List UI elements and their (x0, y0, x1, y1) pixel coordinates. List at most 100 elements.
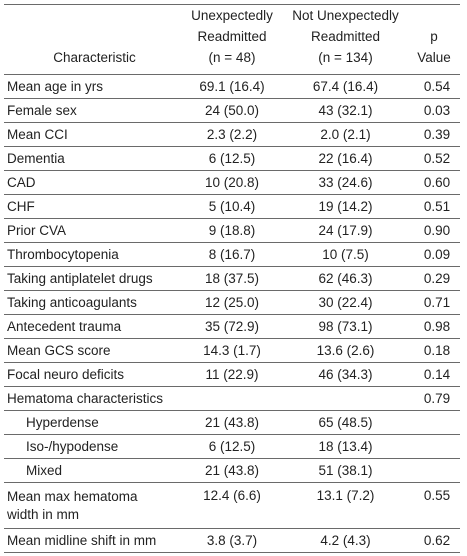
row-unexpectedly-readmitted-value: 8 (16.7) (181, 242, 283, 267)
row-not-unexpectedly-readmitted-value: 10 (7.5) (283, 242, 408, 267)
row-unexpectedly-readmitted-value: 6 (12.5) (181, 146, 283, 171)
table-row: CHF 5 (10.4) 19 (14.2) 0.51 (4, 194, 460, 219)
row-not-unexpectedly-readmitted-value: 18 (13.4) (283, 434, 408, 459)
header-line: Readmitted (197, 29, 267, 44)
row-not-unexpectedly-readmitted-value: 4.2 (4.3) (283, 528, 408, 553)
row-p-value: 0.03 (408, 98, 460, 123)
table-row: Iso-/hypodense 6 (12.5) 18 (13.4) (4, 434, 460, 459)
row-unexpectedly-readmitted-value: 12.4 (6.6) (181, 482, 283, 529)
row-characteristic: Mean max hematoma width in mm (4, 482, 181, 529)
header-unexpectedly-readmitted: Unexpectedly Readmitted (n = 48) (181, 4, 283, 75)
row-not-unexpectedly-readmitted-value (283, 386, 408, 411)
row-p-value: 0.98 (408, 314, 460, 339)
row-not-unexpectedly-readmitted-value: 22 (16.4) (283, 146, 408, 171)
header-line: Value (417, 50, 451, 65)
table-body: Mean age in yrs 69.1 (16.4) 67.4 (16.4) 0.5… (4, 74, 460, 553)
row-characteristic: Hyperdense (4, 410, 181, 435)
row-characteristic: Thrombocytopenia (4, 242, 181, 267)
row-not-unexpectedly-readmitted-value: 98 (73.1) (283, 314, 408, 339)
table-row: Mixed 21 (43.8) 51 (38.1) (4, 458, 460, 483)
row-not-unexpectedly-readmitted-value: 2.0 (2.1) (283, 122, 408, 147)
row-characteristic: Mixed (4, 458, 181, 483)
row-characteristic: Mean midline shift in mm (4, 528, 181, 553)
table-row: Taking anticoagulants 12 (25.0) 30 (22.4) 0… (4, 290, 460, 315)
row-unexpectedly-readmitted-value: 35 (72.9) (181, 314, 283, 339)
table-row: Dementia 6 (12.5) 22 (16.4) 0.52 (4, 146, 460, 171)
row-unexpectedly-readmitted-value (181, 386, 283, 411)
row-unexpectedly-readmitted-value: 69.1 (16.4) (181, 74, 283, 99)
data-table: Characteristic Unexpectedly Readmitted (… (4, 4, 460, 553)
row-not-unexpectedly-readmitted-value: 65 (48.5) (283, 410, 408, 435)
row-characteristic: Hematoma characteristics (4, 386, 181, 411)
row-p-value: 0.55 (408, 482, 460, 529)
row-unexpectedly-readmitted-value: 5 (10.4) (181, 194, 283, 219)
table-row: Prior CVA 9 (18.8) 24 (17.9) 0.90 (4, 218, 460, 243)
row-characteristic: Prior CVA (4, 218, 181, 243)
row-unexpectedly-readmitted-value: 9 (18.8) (181, 218, 283, 243)
row-unexpectedly-readmitted-value: 10 (20.8) (181, 170, 283, 195)
row-characteristic-line: Mean max hematoma (7, 489, 138, 504)
row-not-unexpectedly-readmitted-value: 13.6 (2.6) (283, 338, 408, 363)
row-characteristic: Taking anticoagulants (4, 290, 181, 315)
table-row: Female sex 24 (50.0) 43 (32.1) 0.03 (4, 98, 460, 123)
row-p-value: 0.29 (408, 266, 460, 291)
header-row: Characteristic Unexpectedly Readmitted (… (4, 4, 460, 75)
table-row: Thrombocytopenia 8 (16.7) 10 (7.5) 0.09 (4, 242, 460, 267)
row-p-value: 0.90 (408, 218, 460, 243)
row-characteristic: Antecedent trauma (4, 314, 181, 339)
table-row: Mean age in yrs 69.1 (16.4) 67.4 (16.4) 0.5… (4, 74, 460, 99)
row-not-unexpectedly-readmitted-value: 43 (32.1) (283, 98, 408, 123)
row-characteristic: Mean age in yrs (4, 74, 181, 99)
row-characteristic: Mean CCI (4, 122, 181, 147)
row-unexpectedly-readmitted-value: 2.3 (2.2) (181, 122, 283, 147)
row-not-unexpectedly-readmitted-value: 19 (14.2) (283, 194, 408, 219)
header-line: Unexpectedly (191, 8, 273, 23)
row-unexpectedly-readmitted-value: 21 (43.8) (181, 410, 283, 435)
row-unexpectedly-readmitted-value: 14.3 (1.7) (181, 338, 283, 363)
row-not-unexpectedly-readmitted-value: 33 (24.6) (283, 170, 408, 195)
header-p-value: p Value (408, 4, 460, 75)
table-row: Mean max hematoma width in mm 12.4 (6.6) 13… (4, 482, 460, 529)
table-row: Mean CCI 2.3 (2.2) 2.0 (2.1) 0.39 (4, 122, 460, 147)
row-characteristic: Mean GCS score (4, 338, 181, 363)
row-p-value: 0.60 (408, 170, 460, 195)
row-p-value: 0.14 (408, 362, 460, 387)
table-row: Focal neuro deficits 11 (22.9) 46 (34.3) 0.… (4, 362, 460, 387)
row-p-value: 0.09 (408, 242, 460, 267)
row-p-value: 0.71 (408, 290, 460, 315)
row-p-value (408, 410, 460, 435)
table-row: Hematoma characteristics 0.79 (4, 386, 460, 411)
row-unexpectedly-readmitted-value: 18 (37.5) (181, 266, 283, 291)
row-p-value: 0.62 (408, 528, 460, 553)
row-not-unexpectedly-readmitted-value: 13.1 (7.2) (283, 482, 408, 529)
header-line: p (430, 29, 438, 44)
table-header: Characteristic Unexpectedly Readmitted (… (4, 4, 460, 75)
header-line: (n = 48) (208, 50, 256, 65)
table-row: Taking antiplatelet drugs 18 (37.5) 62 (46… (4, 266, 460, 291)
row-characteristic: Dementia (4, 146, 181, 171)
readmission-characteristics-table: Characteristic Unexpectedly Readmitted (… (4, 4, 460, 553)
table-row: Mean GCS score 14.3 (1.7) 13.6 (2.6) 0.18 (4, 338, 460, 363)
row-p-value: 0.18 (408, 338, 460, 363)
row-p-value (408, 458, 460, 483)
row-p-value: 0.54 (408, 74, 460, 99)
row-characteristic: Iso-/hypodense (4, 434, 181, 459)
row-unexpectedly-readmitted-value: 11 (22.9) (181, 362, 283, 387)
row-p-value (408, 434, 460, 459)
row-characteristic: Female sex (4, 98, 181, 123)
row-characteristic-line: width in mm (7, 507, 80, 522)
row-unexpectedly-readmitted-value: 24 (50.0) (181, 98, 283, 123)
row-unexpectedly-readmitted-value: 6 (12.5) (181, 434, 283, 459)
row-not-unexpectedly-readmitted-value: 30 (22.4) (283, 290, 408, 315)
row-p-value: 0.51 (408, 194, 460, 219)
row-not-unexpectedly-readmitted-value: 51 (38.1) (283, 458, 408, 483)
row-characteristic: Taking antiplatelet drugs (4, 266, 181, 291)
table-row: Mean midline shift in mm 3.8 (3.7) 4.2 (4.… (4, 528, 460, 553)
row-unexpectedly-readmitted-value: 3.8 (3.7) (181, 528, 283, 553)
header-line: Not Unexpectedly (292, 8, 399, 23)
row-p-value: 0.79 (408, 386, 460, 411)
table-row: Antecedent trauma 35 (72.9) 98 (73.1) 0.98 (4, 314, 460, 339)
row-p-value: 0.39 (408, 122, 460, 147)
header-characteristic: Characteristic (4, 4, 181, 75)
row-not-unexpectedly-readmitted-value: 62 (46.3) (283, 266, 408, 291)
